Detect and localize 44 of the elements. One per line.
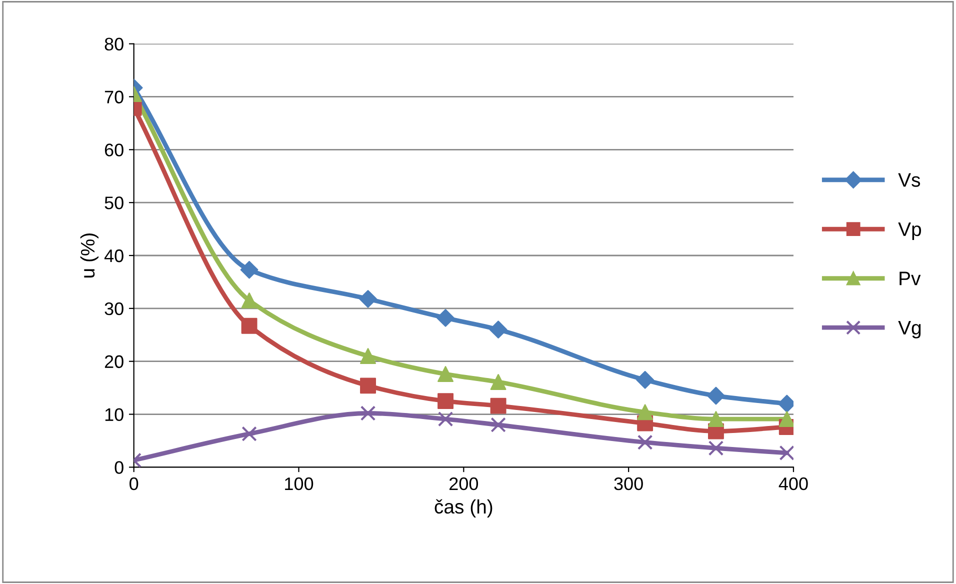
point [779,445,794,461]
point [489,320,508,339]
y-tick-label: 50 [104,196,124,210]
point [778,411,794,428]
point [241,292,258,308]
point [438,411,454,427]
point [636,370,654,389]
point [359,290,377,308]
point [490,374,506,390]
point [707,386,725,405]
y-tick-label: 20 [104,355,124,368]
y-axis-title: u (%) [80,233,98,278]
x-tick-label: 0 [130,477,138,490]
legend-label: Vs [898,173,920,187]
legend-label: Vg [898,321,921,338]
point [360,378,376,394]
x-axis-title: čas (h) [434,499,492,518]
x-tick-label: 300 [614,477,643,490]
point [242,426,257,442]
y-tick-label: 70 [104,90,124,104]
point [708,440,724,456]
y-tick-label: 30 [104,302,124,316]
point [490,398,506,414]
point [436,309,454,327]
legend-label: Vp [898,222,922,240]
point [490,417,506,432]
point [241,318,258,334]
y-tick-label: 0 [114,461,124,474]
point [637,404,654,420]
x-tick-label: 200 [450,477,478,490]
y-tick-label: 10 [105,408,124,421]
y-tick-label: 80 [104,38,124,51]
x-tick-label: 400 [778,477,808,490]
x-tick-label: 100 [285,477,314,490]
point [438,366,454,382]
point [240,260,258,279]
point [438,393,454,410]
y-tick-label: 40 [104,249,124,262]
point [360,406,376,421]
point [708,411,724,428]
y-tick-label: 60 [104,144,124,156]
point [360,348,376,364]
legend-label: Pv [900,272,921,286]
point [637,434,653,450]
